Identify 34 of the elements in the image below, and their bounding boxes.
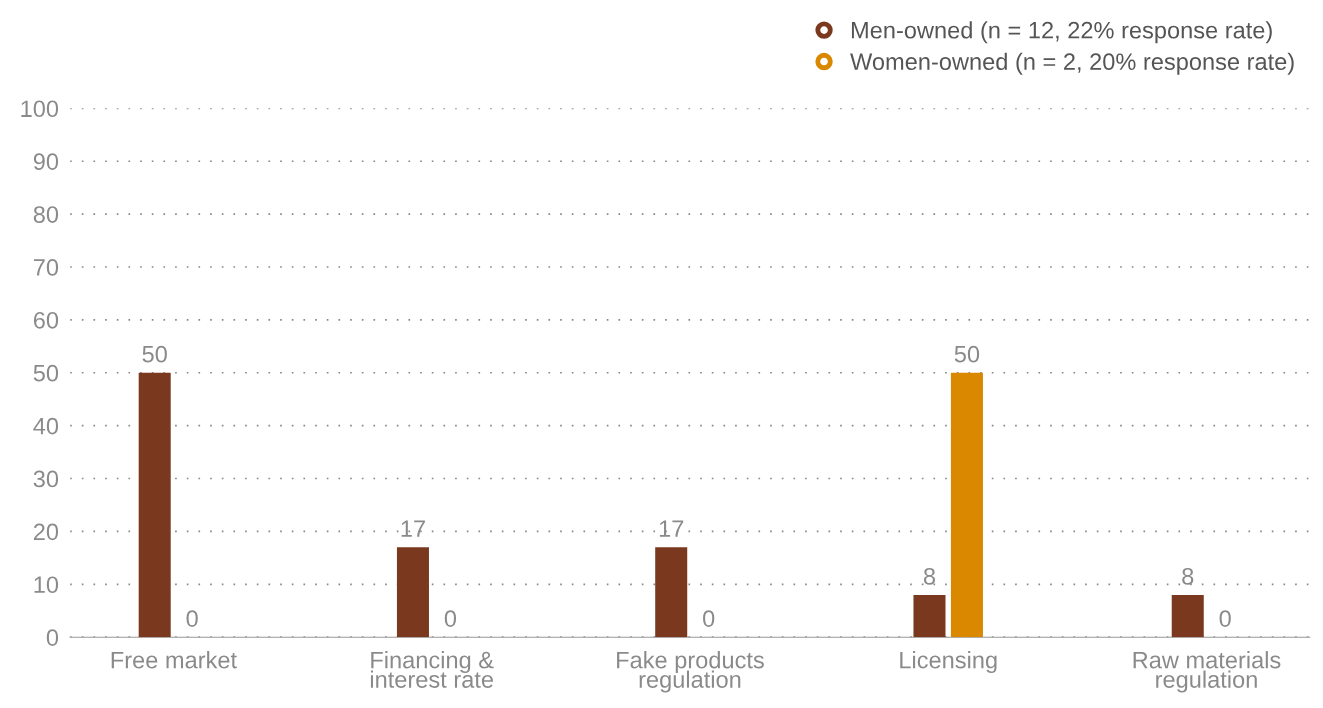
data-label: 0: [186, 610, 198, 627]
data-label: 50: [954, 345, 980, 363]
x-tick-label: Raw materials regulation: [1133, 651, 1281, 693]
y-tick-label: 100: [21, 100, 59, 118]
legend-label: Women-owned (n = 2, 20% response rate): [850, 52, 1294, 75]
x-tick-label: Financing & interest rate: [370, 651, 494, 688]
data-label: 50: [142, 345, 167, 363]
y-tick-label: 60: [33, 311, 59, 329]
bar: [950, 372, 983, 638]
bar: [913, 594, 946, 638]
data-label: 0: [703, 610, 715, 627]
y-tick-label: 90: [33, 153, 59, 170]
bar: [1171, 594, 1204, 638]
data-label: 0: [1219, 610, 1231, 627]
data-label: 17: [659, 520, 684, 537]
x-tick-label: Free market: [111, 651, 237, 669]
y-tick-label: 30: [33, 470, 59, 488]
legend-label: Men-owned (n = 12, 22% response rate): [851, 21, 1272, 44]
y-tick-label: 0: [46, 629, 59, 646]
bar: [138, 372, 171, 638]
x-tick-label: Licensing: [900, 651, 997, 674]
y-tick-label: 20: [33, 523, 59, 541]
x-tick-label: Fake products regulation: [617, 651, 764, 693]
y-tick-label: 80: [33, 206, 59, 223]
bar: [655, 547, 688, 638]
data-label: 8: [1182, 567, 1194, 585]
data-label: 0: [444, 610, 457, 627]
y-tick-label: 10: [34, 576, 59, 594]
y-tick-label: 70: [33, 259, 59, 276]
y-tick-label: 50: [33, 364, 59, 382]
bar: [396, 547, 429, 638]
y-tick-label: 40: [33, 417, 59, 435]
data-label: 8: [923, 567, 936, 585]
data-label: 17: [401, 520, 425, 537]
